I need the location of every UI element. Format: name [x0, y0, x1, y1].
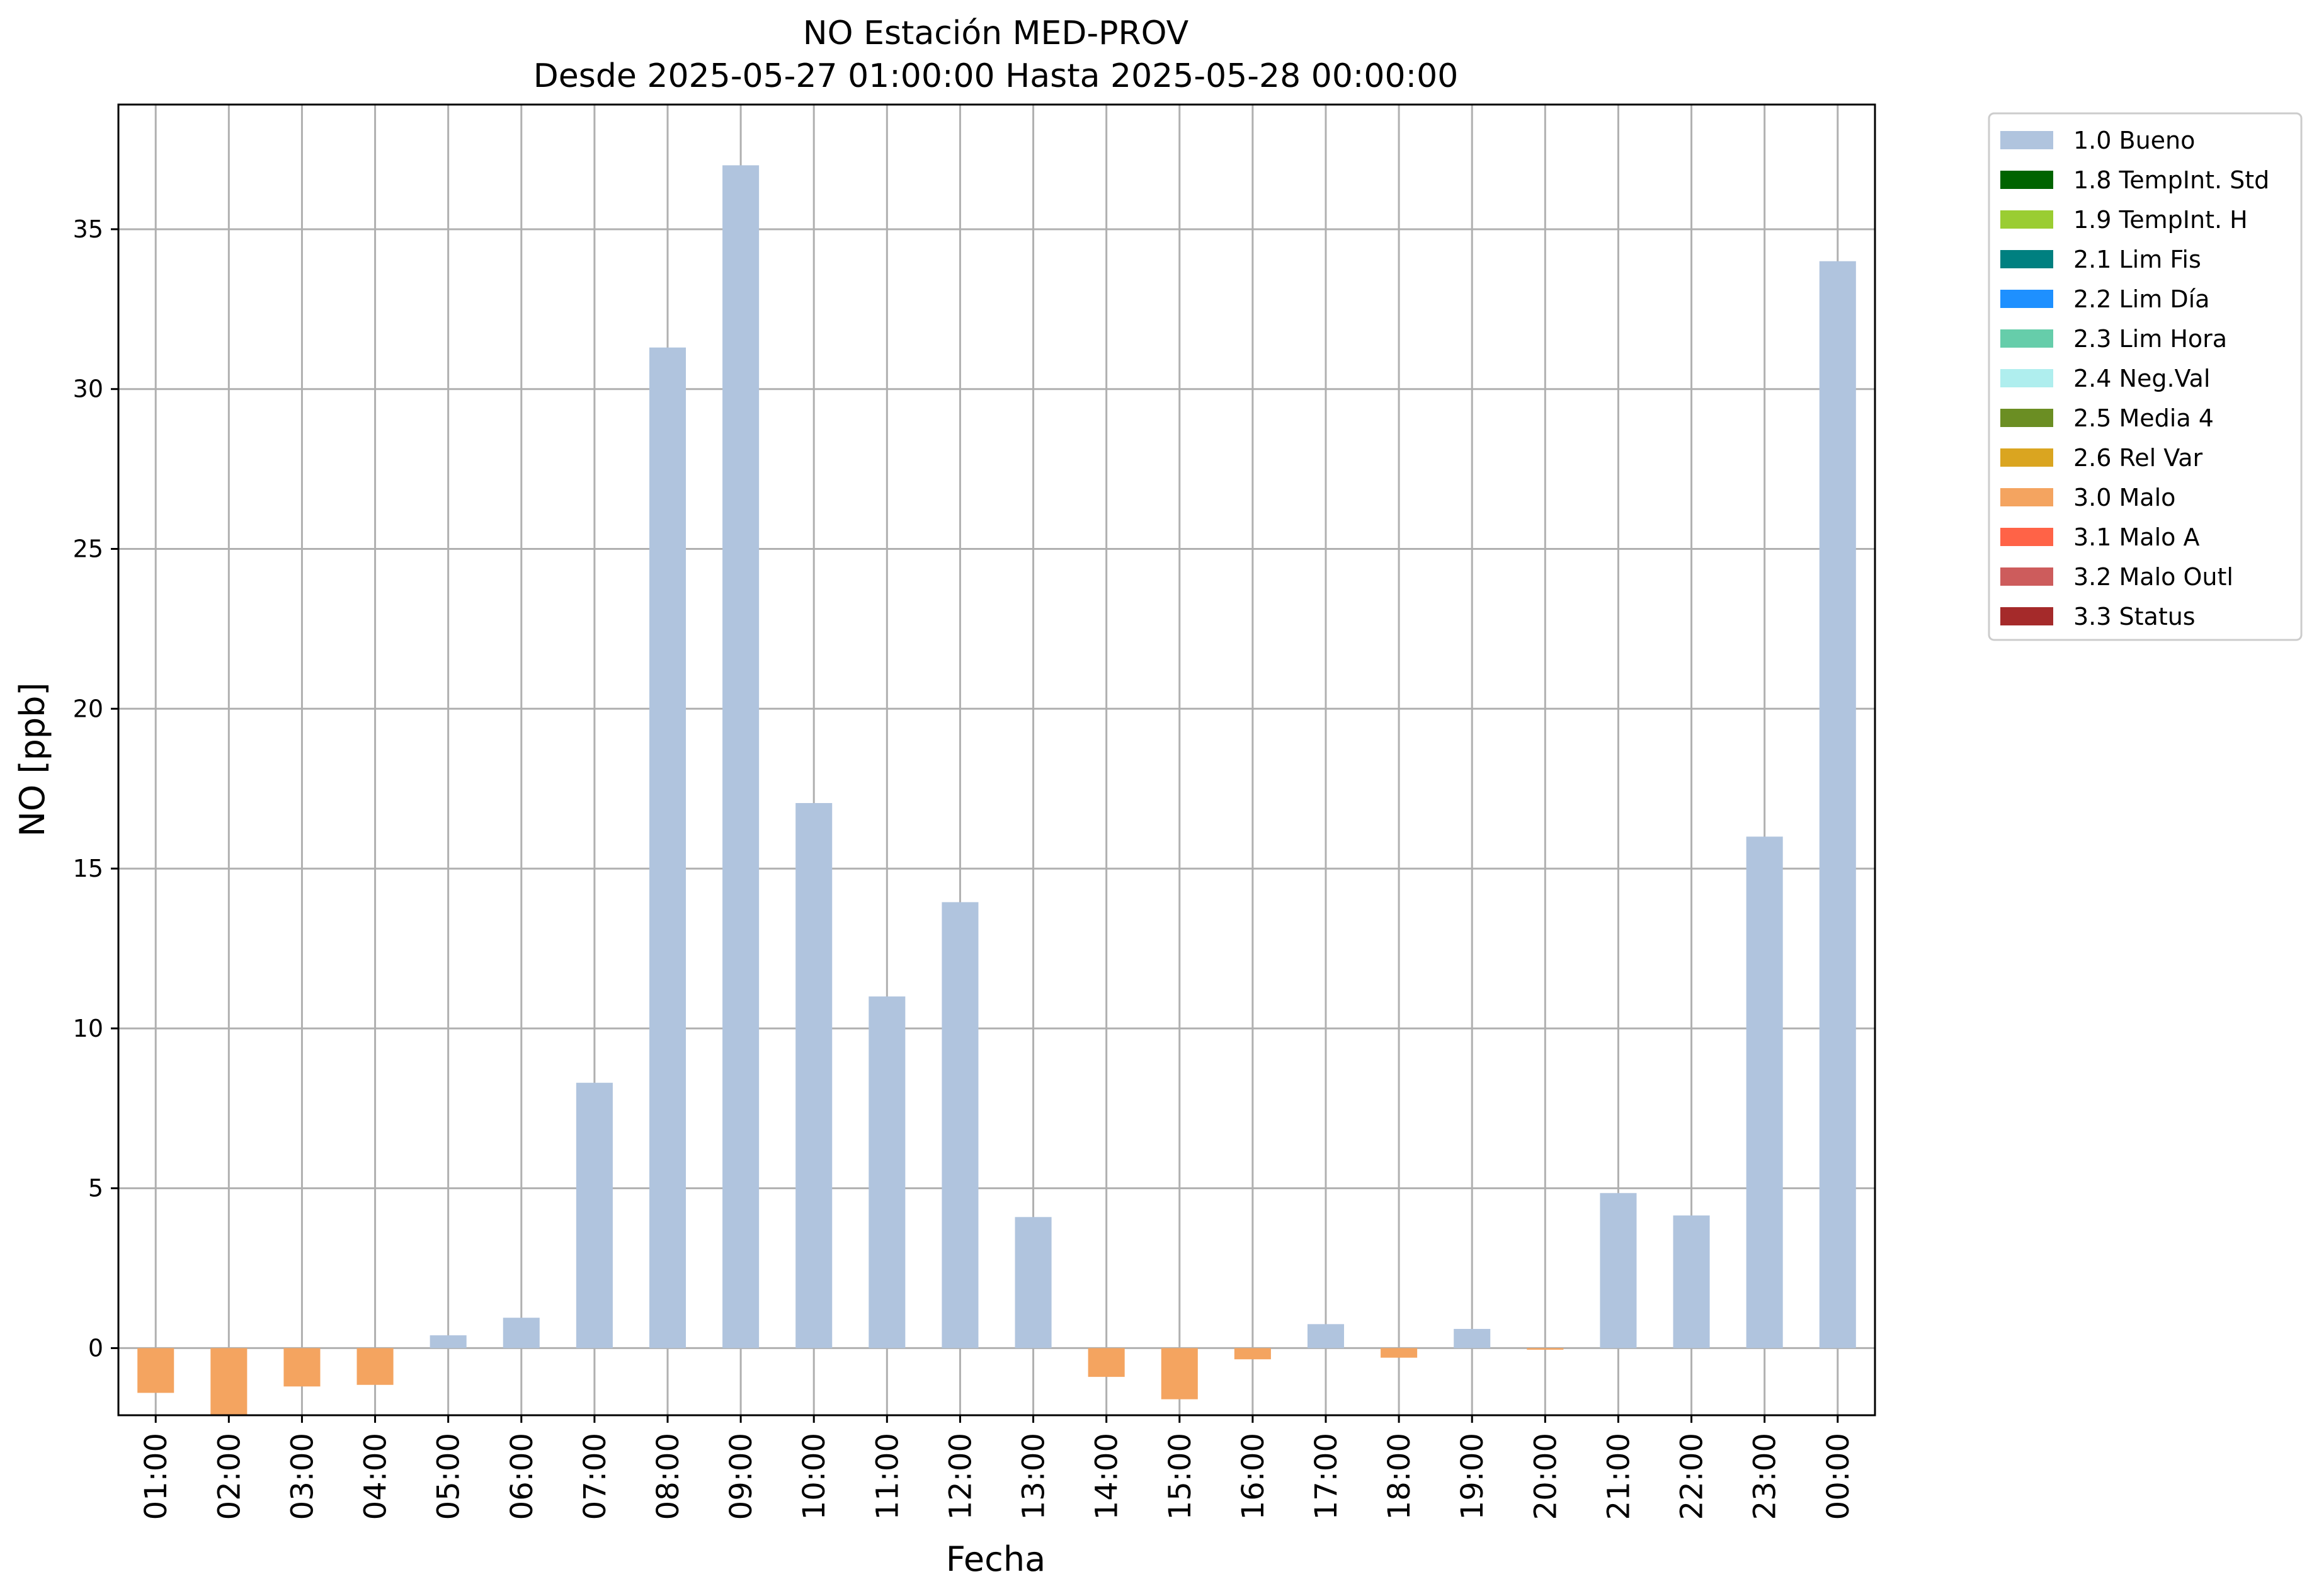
legend-label: 3.1 Malo A: [2073, 523, 2199, 551]
y-tick-label: 20: [73, 695, 103, 722]
legend-label: 3.3 Status: [2073, 603, 2196, 630]
x-tick-label: 14:00: [1090, 1433, 1125, 1520]
x-tick-label: 07:00: [578, 1433, 613, 1520]
chart-subtitle: Desde 2025-05-27 01:00:00 Hasta 2025-05-…: [533, 57, 1459, 95]
x-tick-label: 08:00: [651, 1433, 686, 1520]
bar: [430, 1335, 467, 1348]
x-tick-label: 18:00: [1382, 1433, 1417, 1520]
bar: [1600, 1193, 1637, 1348]
x-tick-label: 13:00: [1017, 1433, 1052, 1520]
bar: [869, 996, 906, 1348]
x-axis-label: Fecha: [946, 1539, 1046, 1579]
x-tick-label: 16:00: [1236, 1433, 1271, 1520]
bar: [283, 1348, 321, 1387]
bar: [1527, 1348, 1564, 1350]
bar: [649, 347, 687, 1348]
legend-label: 1.9 TempInt. H: [2073, 206, 2248, 234]
x-tick-label: 15:00: [1163, 1433, 1198, 1520]
bar: [1746, 836, 1783, 1348]
x-tick-label: 04:00: [358, 1433, 394, 1520]
legend-swatch: [2000, 290, 2053, 308]
x-tick-label: 05:00: [431, 1433, 467, 1520]
plot-frame: [117, 103, 1876, 1416]
x-tick-label: 10:00: [797, 1433, 832, 1520]
y-tick-label: 35: [73, 215, 103, 243]
y-tick-label: 10: [73, 1015, 103, 1042]
legend-label: 3.2 Malo Outl: [2073, 563, 2233, 591]
chart-title: NO Estación MED-PROV: [803, 14, 1189, 52]
bar: [576, 1083, 613, 1348]
legend-label: 1.8 TempInt. Std: [2073, 166, 2269, 194]
y-tick-label: 5: [88, 1175, 103, 1202]
bars: [137, 165, 1856, 1415]
bar: [1088, 1348, 1125, 1377]
bar: [137, 1348, 174, 1393]
legend-swatch: [2000, 567, 2053, 586]
y-tick-label: 0: [88, 1334, 103, 1362]
legend-label: 3.0 Malo: [2073, 484, 2175, 511]
y-tick-label: 15: [73, 855, 103, 882]
legend: 1.0 Bueno 1.8 TempInt. Std 1.9 TempInt. H 2…: [1988, 112, 2303, 641]
x-tick-label: 21:00: [1601, 1433, 1636, 1520]
legend-swatch: [2000, 528, 2053, 546]
x-tick-label: 19:00: [1455, 1433, 1490, 1520]
bar: [1454, 1328, 1491, 1348]
y-tick-label: 25: [73, 535, 103, 563]
legend-label: 2.3 Lim Hora: [2073, 325, 2227, 353]
x-tick-label: 12:00: [943, 1433, 978, 1520]
x-tick-label: 23:00: [1748, 1433, 1783, 1520]
x-tick-label: 00:00: [1821, 1433, 1856, 1520]
x-tick-label: 09:00: [724, 1433, 759, 1520]
legend-swatch: [2000, 329, 2053, 348]
x-tick-label: 06:00: [504, 1433, 540, 1520]
bar: [1819, 261, 1856, 1348]
legend-label: 2.5 Media 4: [2073, 404, 2214, 432]
y-tick-label: 30: [73, 375, 103, 403]
x-tick-label: 22:00: [1675, 1433, 1710, 1520]
legend-frame: [1988, 112, 2303, 641]
legend-swatch: [2000, 171, 2053, 189]
legend-swatch: [2000, 607, 2053, 625]
bar: [356, 1348, 394, 1385]
x-tick-label: 11:00: [870, 1433, 905, 1520]
bar: [503, 1318, 540, 1348]
y-axis-label: NO [ppb]: [13, 682, 52, 836]
legend-label: 2.1 Lim Fis: [2073, 246, 2201, 273]
bar: [210, 1348, 248, 1415]
legend-label: 1.0 Bueno: [2073, 127, 2195, 154]
legend-swatch: [2000, 131, 2053, 149]
legend-swatch: [2000, 210, 2053, 229]
legend-label: 2.2 Lim Día: [2073, 285, 2209, 313]
legend-swatch: [2000, 488, 2053, 506]
bar: [1381, 1348, 1418, 1358]
x-tick-label: 17:00: [1309, 1433, 1344, 1520]
legend-label: 2.6 Rel Var: [2073, 444, 2203, 472]
bar: [1673, 1215, 1710, 1348]
legend-swatch: [2000, 448, 2053, 467]
bar: [1015, 1217, 1052, 1348]
x-tick-label: 20:00: [1528, 1433, 1563, 1520]
bar: [1307, 1324, 1345, 1348]
bar: [1161, 1348, 1198, 1399]
legend-swatch: [2000, 369, 2053, 387]
bar: [795, 803, 833, 1348]
bar: [942, 902, 979, 1348]
legend-swatch: [2000, 409, 2053, 427]
x-tick-label: 02:00: [212, 1433, 247, 1520]
x-tick-label: 01:00: [139, 1433, 174, 1520]
legend-swatch: [2000, 250, 2053, 268]
bar: [1234, 1348, 1271, 1360]
legend-label: 2.4 Neg.Val: [2073, 365, 2210, 392]
y-axis-ticks: 0 5 10 15 20 25 30 35: [73, 215, 118, 1362]
bar: [722, 165, 760, 1348]
x-axis-ticks: 01:00 02:00 03:00 04:00 05:00 06:00 07:00 08:00…: [139, 1415, 1856, 1520]
x-tick-label: 03:00: [285, 1433, 320, 1520]
